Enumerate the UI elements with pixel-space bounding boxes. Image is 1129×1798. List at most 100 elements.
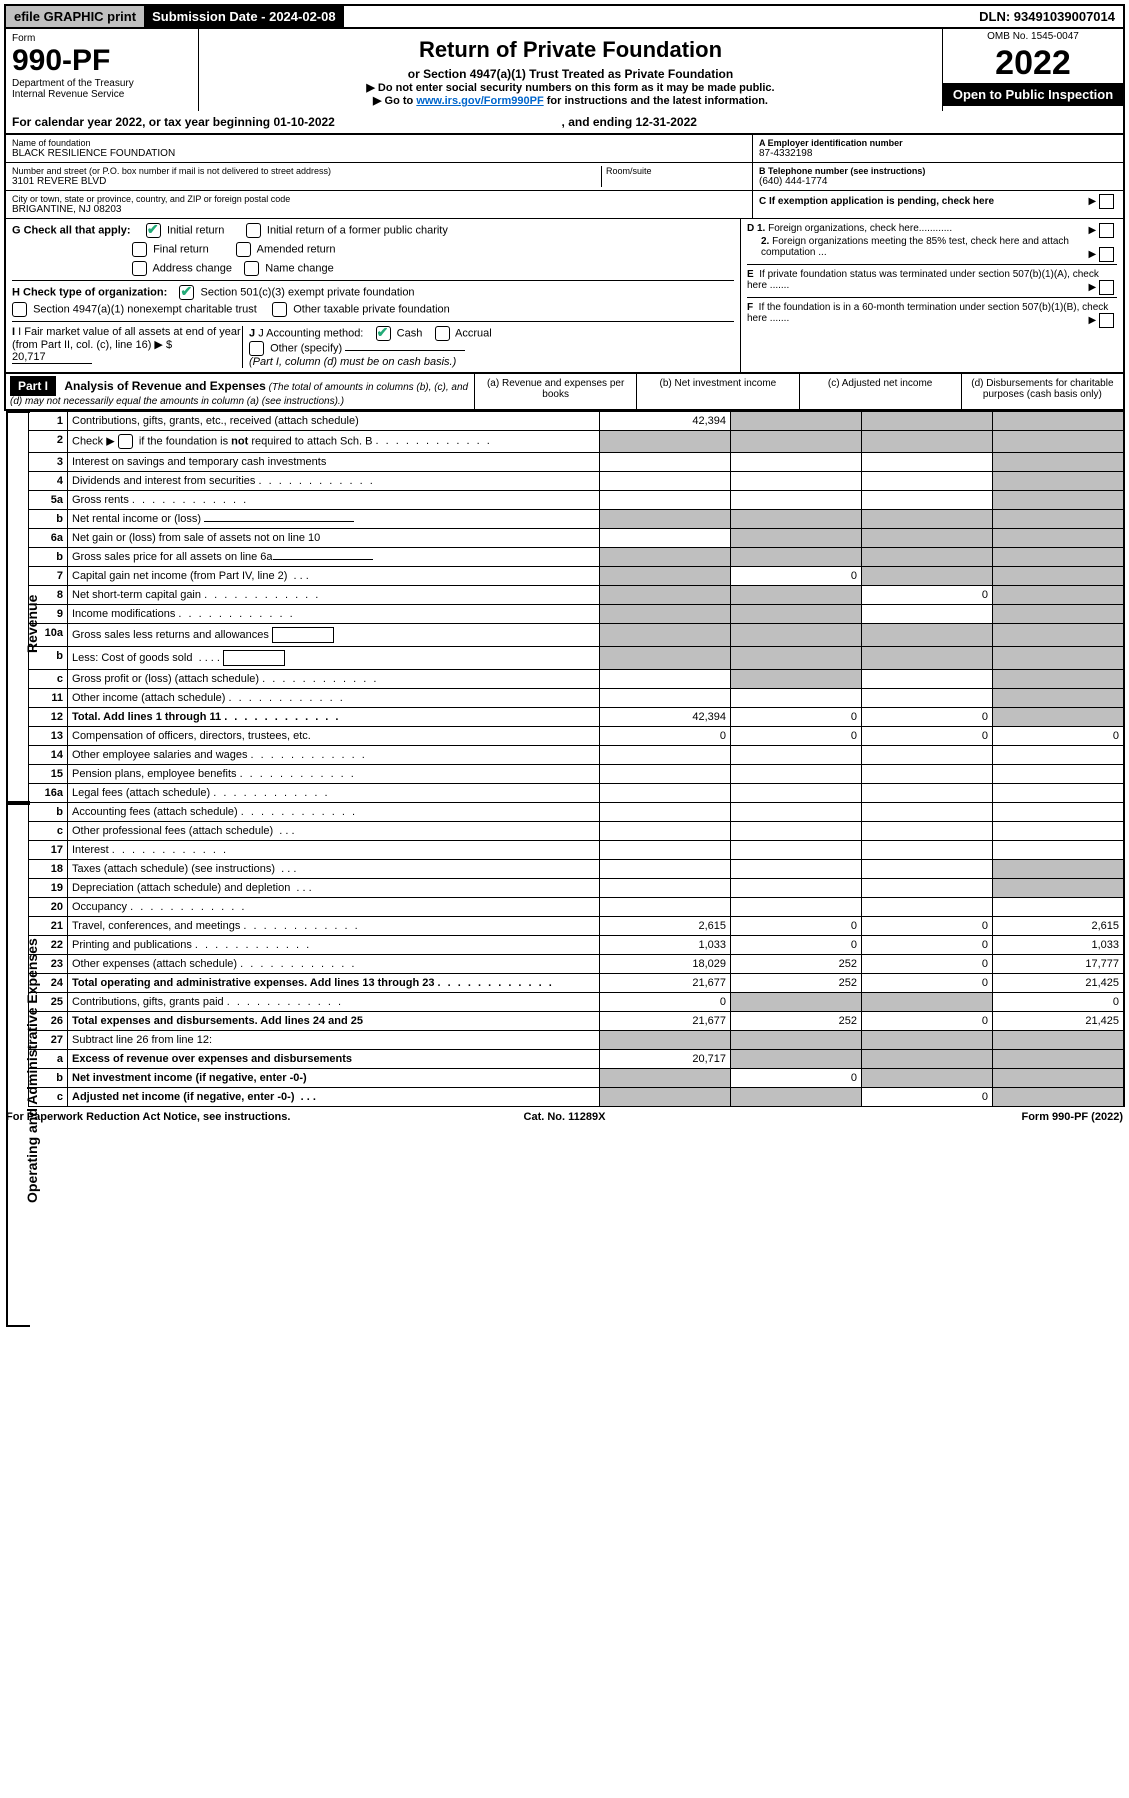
dept-label: Department of the Treasury: [12, 78, 192, 89]
name-change-checkbox[interactable]: [244, 261, 259, 276]
efile-label: efile GRAPHIC print: [6, 6, 144, 27]
schb-checkbox[interactable]: [118, 434, 133, 449]
table-row: 13Compensation of officers, directors, t…: [29, 727, 1125, 746]
501c3-checkbox[interactable]: [179, 285, 194, 300]
cash-checkbox[interactable]: [376, 326, 391, 341]
table-row: 15Pension plans, employee benefits: [29, 765, 1125, 784]
table-row: 4Dividends and interest from securities: [29, 472, 1125, 491]
col-d-header: (d) Disbursements for charitable purpose…: [961, 374, 1123, 409]
table-row: 1Contributions, gifts, grants, etc., rec…: [29, 412, 1125, 431]
form-subtitle: or Section 4947(a)(1) Trust Treated as P…: [203, 67, 938, 81]
table-row: 5aGross rents: [29, 491, 1125, 510]
c-label: C If exemption application is pending, c…: [759, 196, 994, 207]
footer-left: For Paperwork Reduction Act Notice, see …: [6, 1111, 378, 1123]
dln-label: DLN: 93491039007014: [971, 6, 1123, 27]
table-row: 6aNet gain or (loss) from sale of assets…: [29, 529, 1125, 548]
table-row: 7Capital gain net income (from Part IV, …: [29, 567, 1125, 586]
table-row: 27Subtract line 26 from line 12:: [29, 1031, 1125, 1050]
table-row: cAdjusted net income (if negative, enter…: [29, 1088, 1125, 1107]
g-label: G Check all that apply:: [12, 224, 131, 236]
4947-checkbox[interactable]: [12, 302, 27, 317]
table-row: 21Travel, conferences, and meetings 2,61…: [29, 917, 1125, 936]
amended-return-checkbox[interactable]: [236, 242, 251, 257]
year-end: 12-31-2022: [636, 115, 697, 129]
foundation-name: BLACK RESILIENCE FOUNDATION: [12, 148, 746, 159]
initial-former-checkbox[interactable]: [246, 223, 261, 238]
table-row: 22Printing and publications 1,033001,033: [29, 936, 1125, 955]
c-checkbox[interactable]: [1099, 194, 1114, 209]
table-row: bLess: Cost of goods sold . . . .: [29, 647, 1125, 670]
part1-header: Part I Analysis of Revenue and Expenses …: [4, 373, 1125, 411]
part1-title: Analysis of Revenue and Expenses: [64, 379, 265, 393]
e-checkbox[interactable]: [1099, 280, 1114, 295]
table-row: 3Interest on savings and temporary cash …: [29, 453, 1125, 472]
phone-value: (640) 444-1774: [759, 176, 1117, 187]
table-row: bNet investment income (if negative, ent…: [29, 1069, 1125, 1088]
table-row: bNet rental income or (loss): [29, 510, 1125, 529]
table-row: 18Taxes (attach schedule) (see instructi…: [29, 860, 1125, 879]
table-row: 2Check ▶ if the foundation is not requir…: [29, 431, 1125, 453]
form-title: Return of Private Foundation: [203, 37, 938, 63]
omb-label: OMB No. 1545-0047: [943, 29, 1123, 44]
j-note: (Part I, column (d) must be on cash basi…: [249, 356, 456, 368]
footer-right: Form 990-PF (2022): [751, 1111, 1123, 1123]
col-a-header: (a) Revenue and expenses per books: [474, 374, 636, 409]
col-b-header: (b) Net investment income: [636, 374, 798, 409]
accrual-checkbox[interactable]: [435, 326, 450, 341]
page-footer: For Paperwork Reduction Act Notice, see …: [4, 1107, 1125, 1127]
part1-label: Part I: [10, 376, 56, 396]
revenue-side-label: Revenue: [24, 595, 40, 653]
final-return-checkbox[interactable]: [132, 242, 147, 257]
ein-label: A Employer identification number: [759, 138, 1117, 148]
open-inspection: Open to Public Inspection: [943, 83, 1123, 106]
top-bar: efile GRAPHIC print Submission Date - 20…: [4, 4, 1125, 29]
phone-label: B Telephone number (see instructions): [759, 166, 1117, 176]
room-label: Room/suite: [606, 166, 746, 176]
initial-return-checkbox[interactable]: [146, 223, 161, 238]
table-row: 17Interest: [29, 841, 1125, 860]
table-row: 23Other expenses (attach schedule) 18,02…: [29, 955, 1125, 974]
irs-label: Internal Revenue Service: [12, 89, 192, 100]
fmv-value: 20,717: [12, 351, 92, 364]
table-row: aExcess of revenue over expenses and dis…: [29, 1050, 1125, 1069]
foundation-info: Name of foundation BLACK RESILIENCE FOUN…: [4, 135, 1125, 219]
table-row: 14Other employee salaries and wages: [29, 746, 1125, 765]
col-c-header: (c) Adjusted net income: [799, 374, 961, 409]
d2-checkbox[interactable]: [1099, 247, 1114, 262]
form-header: Form 990-PF Department of the Treasury I…: [4, 29, 1125, 111]
form-label: Form: [12, 33, 192, 44]
city-state-zip: BRIGANTINE, NJ 08203: [12, 204, 746, 215]
f-checkbox[interactable]: [1099, 313, 1114, 328]
table-row: 10aGross sales less returns and allowanc…: [29, 624, 1125, 647]
table-wrapper: Revenue Operating and Administrative Exp…: [4, 411, 1125, 1107]
table-row: 16aLegal fees (attach schedule): [29, 784, 1125, 803]
table-row: 9Income modifications: [29, 605, 1125, 624]
table-row: cOther professional fees (attach schedul…: [29, 822, 1125, 841]
form-number: 990-PF: [12, 44, 192, 78]
f-label: If the foundation is in a 60-month termi…: [747, 302, 1108, 324]
other-taxable-checkbox[interactable]: [272, 302, 287, 317]
footer-mid: Cat. No. 11289X: [378, 1111, 750, 1123]
table-row: 11Other income (attach schedule): [29, 689, 1125, 708]
address-change-checkbox[interactable]: [132, 261, 147, 276]
submission-date: Submission Date - 2024-02-08: [144, 6, 344, 27]
table-row: cGross profit or (loss) (attach schedule…: [29, 670, 1125, 689]
h-label: H Check type of organization:: [12, 286, 167, 298]
street-address: 3101 REVERE BLVD: [12, 176, 601, 187]
table-row: 8Net short-term capital gain 0: [29, 586, 1125, 605]
form990pf-link[interactable]: www.irs.gov/Form990PF: [416, 95, 543, 107]
note-1: ▶ Do not enter social security numbers o…: [203, 81, 938, 94]
note-2: ▶ Go to www.irs.gov/Form990PF for instru…: [203, 94, 938, 107]
city-label: City or town, state or province, country…: [12, 194, 746, 204]
d1-checkbox[interactable]: [1099, 223, 1114, 238]
calendar-year-row: For calendar year 2022, or tax year begi…: [4, 111, 1125, 135]
table-row: 25Contributions, gifts, grants paid 00: [29, 993, 1125, 1012]
year-begin: 01-10-2022: [273, 115, 334, 129]
table-row: 26Total expenses and disbursements. Add …: [29, 1012, 1125, 1031]
i-label: I Fair market value of all assets at end…: [12, 326, 241, 351]
table-row: 24Total operating and administrative exp…: [29, 974, 1125, 993]
other-method-checkbox[interactable]: [249, 341, 264, 356]
table-row: 20Occupancy: [29, 898, 1125, 917]
analysis-table: 1Contributions, gifts, grants, etc., rec…: [28, 411, 1125, 1107]
ein-value: 87-4332198: [759, 148, 1117, 159]
